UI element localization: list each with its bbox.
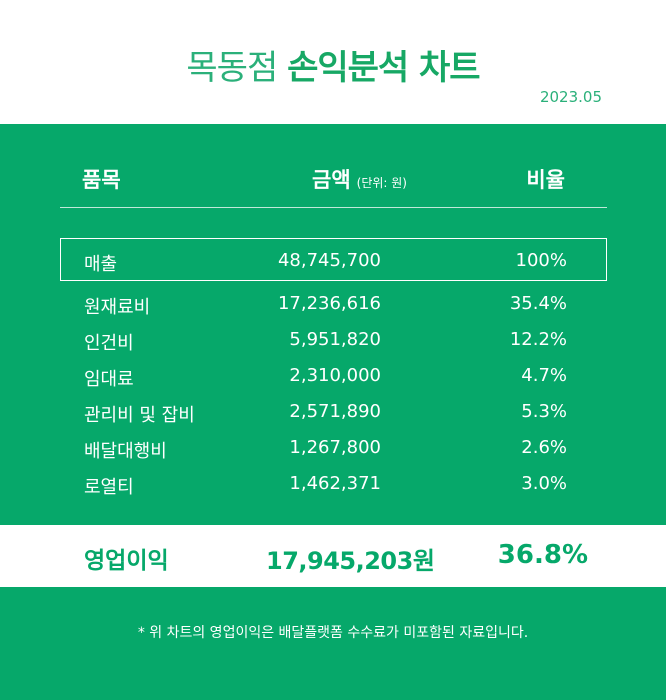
column-header-item: 품목 [82,168,121,192]
report-date: 2023.05 [539,88,602,106]
report-name: 손익분석 차트 [287,48,481,88]
revenue-row-highlight [60,238,607,281]
row-ratio: 4.7% [521,365,567,386]
row-ratio: 100% [515,250,567,271]
table-row: 관리비 및 잡비 2,571,890 5.3% [0,401,666,437]
profit-label: 영업이익 [84,548,169,574]
row-ratio: 2.6% [521,437,567,458]
row-item: 인건비 [84,333,134,354]
table-row: 배달대행비 1,267,800 2.6% [0,437,666,473]
amount-unit-label: (단위: 원) [356,176,407,190]
page-title: 목동점 손익분석 차트 [0,40,666,89]
row-item: 임대료 [84,369,134,390]
pl-table-panel: 품목 금액 (단위: 원) 비율 매출 48,745,700 100% 원재료비 … [0,124,666,700]
row-amount: 2,310,000 [289,365,381,386]
table-row: 임대료 2,310,000 4.7% [0,365,666,401]
table-row-revenue: 매출 48,745,700 100% [0,250,666,286]
row-item: 로열티 [84,477,134,498]
row-ratio: 35.4% [509,293,567,314]
row-amount: 1,267,800 [289,437,381,458]
operating-profit-row: 영업이익 17,945,203원 36.8% [0,525,666,587]
table-row: 인건비 5,951,820 12.2% [0,329,666,365]
row-item: 매출 [84,254,118,275]
store-name: 목동점 [186,48,278,88]
row-item: 배달대행비 [84,441,167,462]
table-row: 로열티 1,462,371 3.0% [0,473,666,509]
header: 목동점 손익분석 차트 2023.05 [0,0,666,124]
row-amount: 5,951,820 [289,329,381,350]
column-header-amount-label: 금액 [312,168,351,192]
row-item: 관리비 및 잡비 [84,405,195,426]
profit-ratio: 36.8% [497,540,588,570]
row-amount: 48,745,700 [277,250,381,271]
header-divider [60,207,607,208]
row-amount: 17,236,616 [277,293,381,314]
row-ratio: 12.2% [509,329,567,350]
column-header-ratio: 비율 [526,168,565,192]
row-amount: 2,571,890 [289,401,381,422]
row-ratio: 5.3% [521,401,567,422]
footnote: * 위 차트의 영업이익은 배달플랫폼 수수료가 미포함된 자료입니다. [137,625,529,641]
row-item: 원재료비 [84,297,151,318]
row-ratio: 3.0% [521,473,567,494]
column-header-amount: 금액 (단위: 원) [312,164,407,194]
row-amount: 1,462,371 [289,473,381,494]
profit-amount: 17,945,203원 [266,547,435,575]
table-row: 원재료비 17,236,616 35.4% [0,293,666,329]
